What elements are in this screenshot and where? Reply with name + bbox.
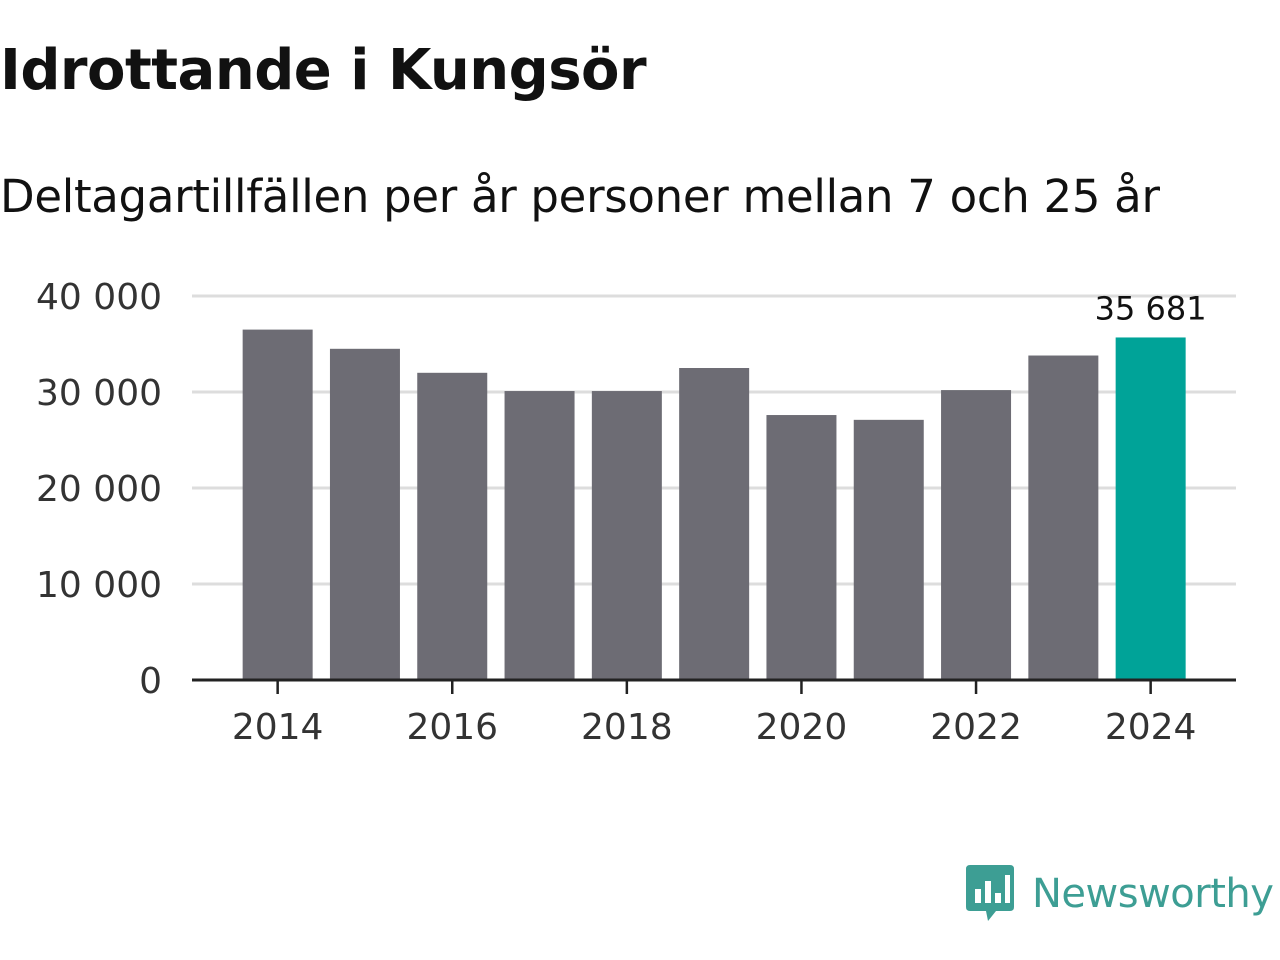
bar-2020 <box>766 415 837 680</box>
x-tick-label: 2024 <box>1105 707 1197 748</box>
x-axis-tick-labels: 2014 2016 2018 2020 2022 2024 <box>232 707 1197 748</box>
x-axis <box>192 678 1236 694</box>
x-tick-label: 2016 <box>406 707 498 748</box>
data-labels: 35 681 <box>1095 289 1207 327</box>
y-tick-label: 40 000 <box>36 277 162 318</box>
bar-2014 <box>242 329 313 680</box>
y-tick-label: 10 000 <box>36 565 162 606</box>
bar-2016 <box>417 372 488 680</box>
bar-2017 <box>504 391 575 680</box>
newsworthy-bar-chart-bubble-icon <box>966 865 1014 921</box>
bar-2018 <box>591 391 662 680</box>
data-label: 35 681 <box>1095 289 1207 327</box>
bar-2019 <box>679 368 750 680</box>
bar-2022 <box>941 390 1012 680</box>
x-tick-label: 2022 <box>930 707 1022 748</box>
x-tick-label: 2014 <box>232 707 324 748</box>
bar-2023 <box>1028 355 1099 680</box>
x-tick-label: 2018 <box>581 707 673 748</box>
logo-wordmark: Newsworthy <box>1032 871 1274 917</box>
bar-2015 <box>329 348 400 680</box>
chart-subtitle: Deltagartillfällen per år personer mella… <box>0 170 1160 223</box>
x-tick-label: 2020 <box>756 707 848 748</box>
bars <box>242 329 1186 680</box>
y-tick-label: 30 000 <box>36 373 162 414</box>
chart-title: Idrottande i Kungsör <box>0 38 647 103</box>
newsworthy-logo: Newsworthy <box>964 862 1274 926</box>
y-tick-label: 0 <box>139 661 162 702</box>
bar-2021 <box>853 419 924 680</box>
y-tick-label: 20 000 <box>36 469 162 510</box>
y-axis-tick-labels: 0 10 000 20 000 30 000 40 000 <box>36 277 162 702</box>
bar-2024 <box>1115 337 1186 680</box>
